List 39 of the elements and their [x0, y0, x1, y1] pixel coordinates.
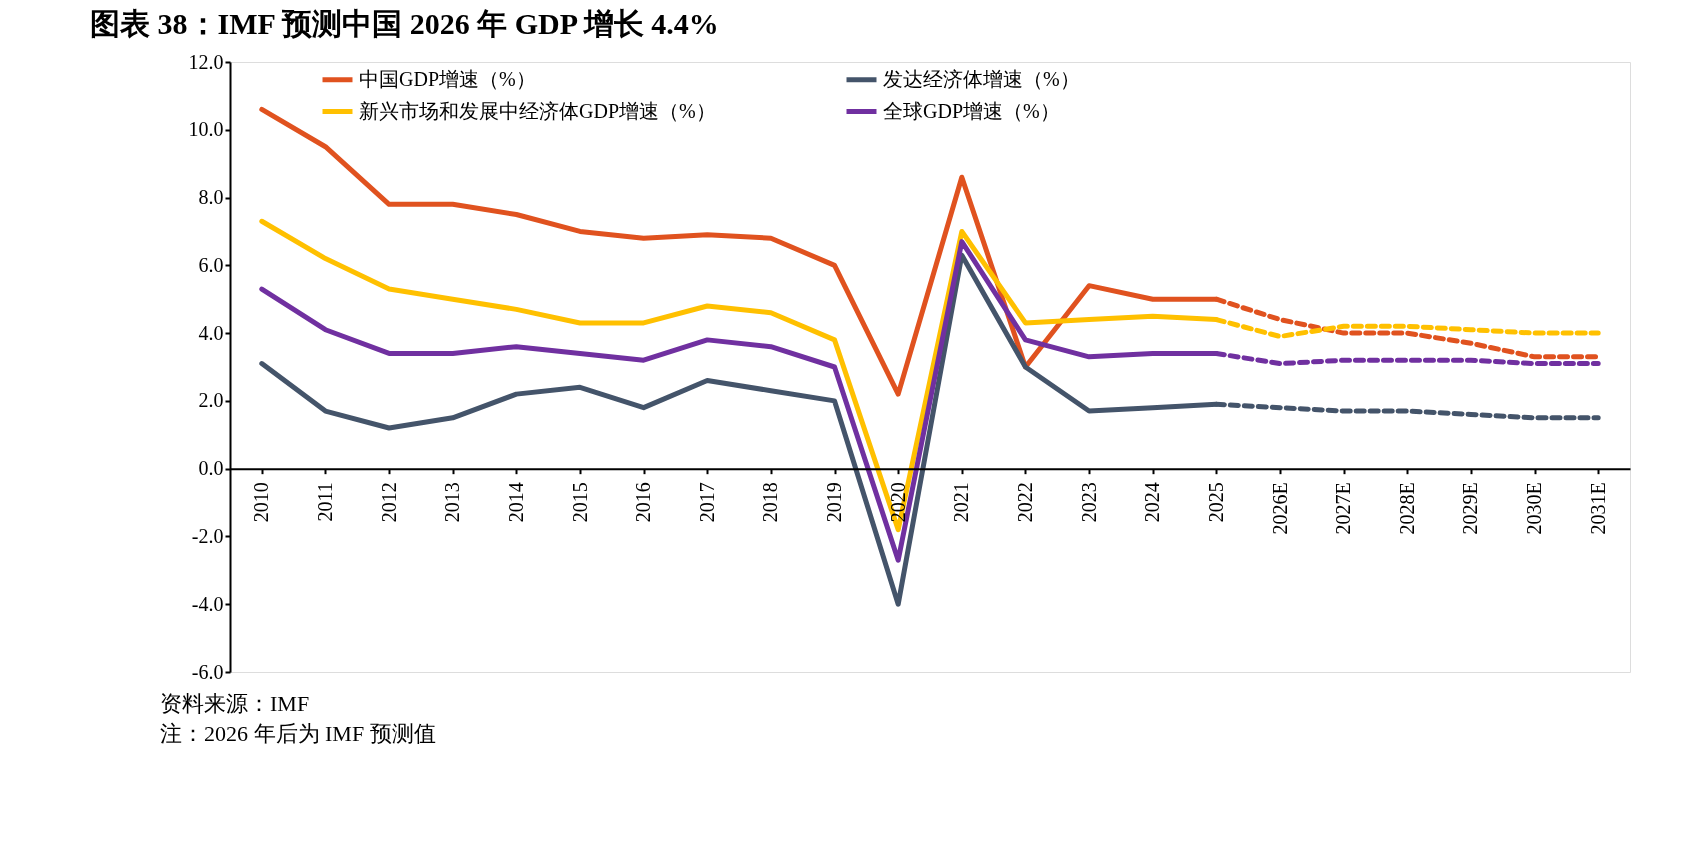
- y-tick-label: -4.0: [191, 592, 224, 615]
- y-tick-label: -6.0: [191, 660, 224, 683]
- x-tick-label: 2021: [950, 482, 973, 523]
- x-tick-label: 2016: [632, 482, 655, 523]
- y-tick-label: 6.0: [198, 253, 224, 276]
- y-tick-label: 0.0: [198, 457, 224, 480]
- x-tick-label: 2014: [504, 482, 527, 523]
- x-tick-label: 2028E: [1395, 482, 1418, 535]
- x-tick-label: 2029E: [1459, 482, 1482, 535]
- x-tick-label: 2019: [823, 482, 846, 523]
- y-tick-label: 8.0: [198, 186, 224, 209]
- y-tick-label: 4.0: [198, 321, 224, 344]
- text: 注：2026 年后为 IMF 预测值: [160, 721, 436, 746]
- legend-label: 全球GDP增速（%）: [883, 99, 1060, 122]
- x-tick-label: 2011: [313, 482, 336, 522]
- x-tick-label: 2022: [1013, 482, 1036, 523]
- x-tick-label: 2020: [886, 482, 909, 523]
- x-tick-label: 2031E: [1586, 482, 1609, 535]
- chart-title: 图表 38：IMF 预测中国 2026 年 GDP 增长 4.4%: [90, 7, 719, 40]
- x-tick-label: 2017: [695, 482, 718, 523]
- x-tick-label: 2018: [759, 482, 782, 523]
- x-tick-label: 2027E: [1332, 482, 1355, 535]
- y-tick-label: 10.0: [188, 118, 224, 141]
- y-tick-label: -2.0: [191, 524, 224, 547]
- x-tick-label: 2013: [441, 482, 464, 523]
- legend-label: 中国GDP增速（%）: [359, 67, 536, 90]
- y-tick-label: 12.0: [188, 50, 224, 73]
- x-tick-label: 2023: [1077, 482, 1100, 523]
- legend-label: 发达经济体增速（%）: [883, 67, 1080, 90]
- y-tick-label: 2.0: [198, 389, 224, 412]
- x-tick-label: 2012: [377, 482, 400, 523]
- x-tick-label: 2010: [250, 482, 273, 523]
- x-tick-label: 2030E: [1523, 482, 1546, 535]
- text: 资料来源：IMF: [160, 691, 310, 716]
- x-tick-label: 2024: [1141, 482, 1164, 523]
- legend-label: 新兴市场和发展中经济体GDP增速（%）: [359, 99, 716, 122]
- x-tick-label: 2026E: [1268, 482, 1291, 535]
- x-tick-label: 2025: [1204, 482, 1227, 523]
- x-tick-label: 2015: [568, 482, 591, 523]
